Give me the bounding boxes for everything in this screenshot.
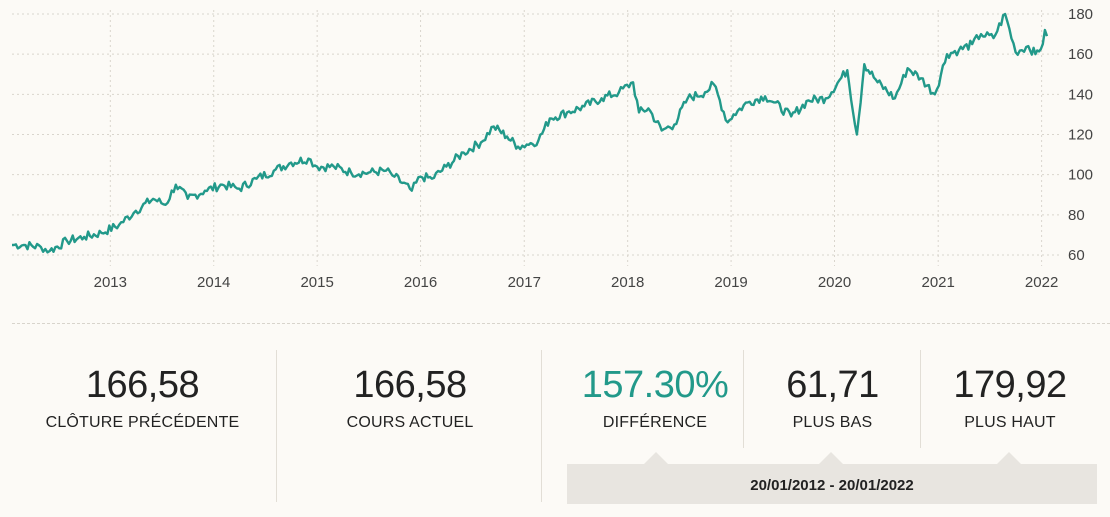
- y-tick-label: 180: [1068, 6, 1093, 23]
- y-tick-label: 100: [1068, 167, 1093, 184]
- period-box: 20/01/2012 - 20/01/2022: [567, 464, 1097, 504]
- x-tick-label: 2020: [818, 274, 851, 291]
- section-divider: [12, 323, 1110, 324]
- period-range: 20/01/2012 - 20/01/2022: [750, 477, 914, 494]
- stat-low: 61,71 PLUS BAS: [750, 362, 915, 432]
- x-tick-label: 2016: [404, 274, 437, 291]
- y-tick-label: 80: [1068, 207, 1085, 224]
- high-label: PLUS HAUT: [964, 414, 1056, 431]
- price-chart: 60 80 100 120 140 160 180 2013 2014 2015 2016 2017…: [12, 6, 1093, 291]
- x-tick-label: 2013: [94, 274, 127, 291]
- stat-current-price: 166,58 COURS ACTUEL: [310, 362, 510, 432]
- difference-label: DIFFÉRENCE: [602, 414, 708, 431]
- x-tick-label: 2018: [611, 274, 644, 291]
- stat-separator: [743, 350, 744, 448]
- x-tick-label: 2017: [508, 274, 541, 291]
- period-caret-high: [997, 452, 1021, 464]
- price-chart-svg: 60 80 100 120 140 160 180 2013 2014 2015 2016 2017…: [12, 6, 1093, 291]
- stat-difference: 157.30% DIFFÉRENCE: [565, 362, 745, 432]
- x-tick-label: 2019: [714, 274, 747, 291]
- y-tick-label: 120: [1068, 127, 1093, 144]
- current-price-value: 166,58: [353, 364, 467, 406]
- high-value: 179,92: [953, 364, 1067, 406]
- stat-previous-close: 166,58 CLÔTURE PRÉCÉDENTE: [40, 362, 245, 432]
- previous-close-value: 166,58: [85, 364, 200, 406]
- stat-high: 179,92 PLUS HAUT: [925, 362, 1095, 432]
- x-tick-label: 2021: [922, 274, 955, 291]
- x-tick-label: 2014: [197, 274, 230, 291]
- stat-separator: [541, 350, 542, 502]
- previous-close-label: CLÔTURE PRÉCÉDENTE: [45, 414, 240, 431]
- price-series-line: [12, 12, 1049, 254]
- stat-separator: [920, 350, 921, 448]
- x-tick-label: 2022: [1025, 274, 1058, 291]
- y-tick-label: 160: [1068, 46, 1093, 63]
- period-caret-low: [819, 452, 843, 464]
- y-tick-label: 60: [1068, 247, 1085, 264]
- low-value: 61,71: [786, 364, 879, 406]
- difference-value: 157.30%: [581, 364, 729, 406]
- low-label: PLUS BAS: [792, 414, 873, 431]
- y-tick-label: 140: [1068, 86, 1093, 103]
- period-caret-difference: [644, 452, 668, 464]
- stat-separator: [276, 350, 277, 502]
- current-price-label: COURS ACTUEL: [346, 414, 474, 431]
- x-tick-label: 2015: [300, 274, 333, 291]
